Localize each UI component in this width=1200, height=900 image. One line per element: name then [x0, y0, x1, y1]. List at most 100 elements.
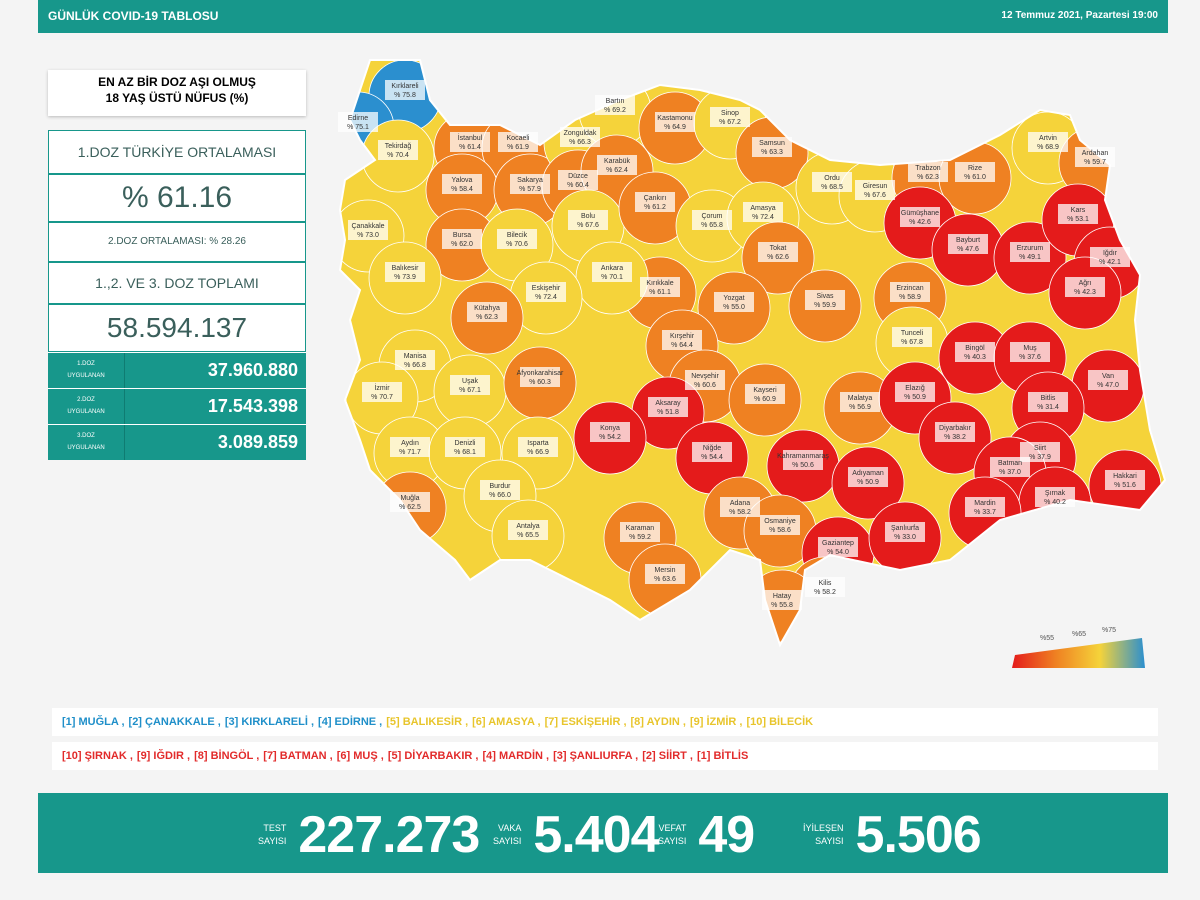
province-name: Yalova	[452, 177, 473, 184]
stat: İYİLEŞEN SAYISI 5.506	[803, 805, 982, 865]
ranking-item: [10] ŞIRNAK ,	[62, 750, 133, 762]
label-box	[1075, 147, 1115, 167]
dose-value: 3.089.859	[217, 432, 298, 452]
province-name: Artvin	[1039, 135, 1057, 142]
province-label: Malatya % 56.9	[840, 392, 880, 412]
label-box	[450, 132, 490, 152]
province-label: Düzce % 60.4	[558, 170, 598, 190]
label-box	[1028, 132, 1068, 152]
province-label: Bingöl % 40.3	[955, 342, 995, 362]
province-value: % 62.5	[399, 504, 421, 511]
province-value: % 59.2	[629, 534, 651, 541]
province-name: Sakarya	[517, 177, 543, 184]
label-box	[692, 210, 732, 230]
label-box	[385, 262, 425, 282]
label-box	[805, 290, 845, 310]
dose-label: 3.DOZ UYGULANAN	[48, 425, 125, 460]
stat-label-line: VEFAT	[658, 823, 687, 833]
label-box	[885, 522, 925, 542]
province-label: Diyarbakır % 38.2	[935, 422, 975, 442]
province-label: Kırklareli % 75.8	[385, 80, 425, 100]
province-label: Kayseri % 60.9	[745, 384, 785, 404]
province-name: Burdur	[489, 483, 511, 490]
dose-value: 37.960.880	[207, 360, 298, 380]
province-value: % 58.4	[451, 186, 473, 193]
province-value: % 72.4	[752, 214, 774, 221]
province-value: % 65.8	[701, 222, 723, 229]
province-value: % 62.6	[767, 254, 789, 261]
label-box	[568, 210, 608, 230]
stat-label: VAKA SAYISI	[493, 822, 521, 848]
stat-label: TEST SAYISI	[258, 822, 286, 848]
province-label: Eskişehir % 72.4	[526, 282, 566, 302]
ranking-item: [1] BİTLİS	[696, 750, 749, 762]
province-value: % 63.3	[761, 149, 783, 156]
label-box	[818, 537, 858, 557]
province-name: Samsun	[759, 140, 785, 147]
stat-label-line: VAKA	[498, 823, 522, 833]
ranking-item: [8] BİNGÖL ,	[194, 750, 260, 762]
province-value: % 68.9	[1037, 144, 1059, 151]
dose-row: 1.DOZ UYGULANAN 37.960.880	[48, 352, 306, 388]
ranking-item: [1] MUĞLA ,	[62, 716, 125, 728]
ranking-item: [6] MUŞ ,	[336, 750, 384, 762]
label-box	[518, 437, 558, 457]
province-label: Balıkesir % 73.9	[385, 262, 425, 282]
province-name: Iğdır	[1103, 250, 1118, 257]
province-value: % 50.6	[792, 462, 814, 469]
province-name: Bilecik	[507, 232, 528, 239]
province-label: Mersin % 63.6	[645, 564, 685, 584]
province-label: Bursa % 62.0	[442, 229, 482, 249]
label-box	[390, 492, 430, 512]
province-label: Bolu % 67.6	[568, 210, 608, 230]
province-label: Sakarya % 57.9	[510, 174, 550, 194]
province-label: Bilecik % 70.6	[497, 229, 537, 249]
province-value: % 59.7	[1084, 159, 1106, 166]
province-value: % 33.7	[974, 509, 996, 516]
province-name: Van	[1102, 373, 1114, 380]
province-name: Kütahya	[474, 305, 500, 312]
province-label: Ankara % 70.1	[592, 262, 632, 282]
province-name: Afyonkarahisar	[517, 370, 564, 377]
province-label: Sinop % 67.2	[710, 107, 750, 127]
province-name: Siirt	[1034, 445, 1046, 452]
province-label: Adıyaman % 50.9	[848, 467, 888, 487]
label-box	[840, 392, 880, 412]
ranking-item: [9] İZMİR ,	[689, 716, 743, 728]
province-label: Aydın % 71.7	[390, 437, 430, 457]
label-box	[805, 577, 845, 597]
label-box	[848, 467, 888, 487]
dose-label-line: UYGULANAN	[67, 409, 105, 415]
ranking-item: [4] EDİRNE ,	[318, 716, 383, 728]
province-name: Diyarbakır	[939, 425, 972, 432]
province-name: Ağrı	[1079, 280, 1092, 287]
province-label: Iğdır % 42.1	[1090, 247, 1130, 267]
province-name: Yozgat	[723, 295, 744, 302]
province-name: Eskişehir	[532, 285, 561, 292]
label-box	[648, 397, 688, 417]
province-label: Hatay % 55.8	[762, 590, 802, 610]
label-box	[1058, 204, 1098, 224]
label-box	[714, 292, 754, 312]
label-box	[595, 95, 635, 115]
ranking-item: [2] ÇANAKKALE ,	[128, 716, 221, 728]
province-label: Erzurum % 49.1	[1010, 242, 1050, 262]
province-name: Kırklareli	[391, 83, 419, 90]
label-box	[620, 522, 660, 542]
province-name: Ordu	[824, 175, 840, 182]
province-label: Nevşehir % 60.6	[685, 370, 725, 390]
province-label: Trabzon % 62.3	[908, 162, 948, 182]
province-value: % 62.4	[606, 167, 628, 174]
dose-value: 17.543.398	[207, 396, 298, 416]
province-name: Ankara	[601, 265, 623, 272]
province-name: Sivas	[816, 293, 834, 300]
province-name: Erzurum	[1017, 245, 1044, 252]
province-value: % 66.0	[489, 492, 511, 499]
province-name: İzmir	[374, 383, 390, 392]
province-value: % 67.6	[864, 192, 886, 199]
label-box	[1090, 247, 1130, 267]
legend-label: %55	[1040, 635, 1054, 642]
label-box	[892, 327, 932, 347]
province-name: Trabzon	[915, 165, 941, 172]
